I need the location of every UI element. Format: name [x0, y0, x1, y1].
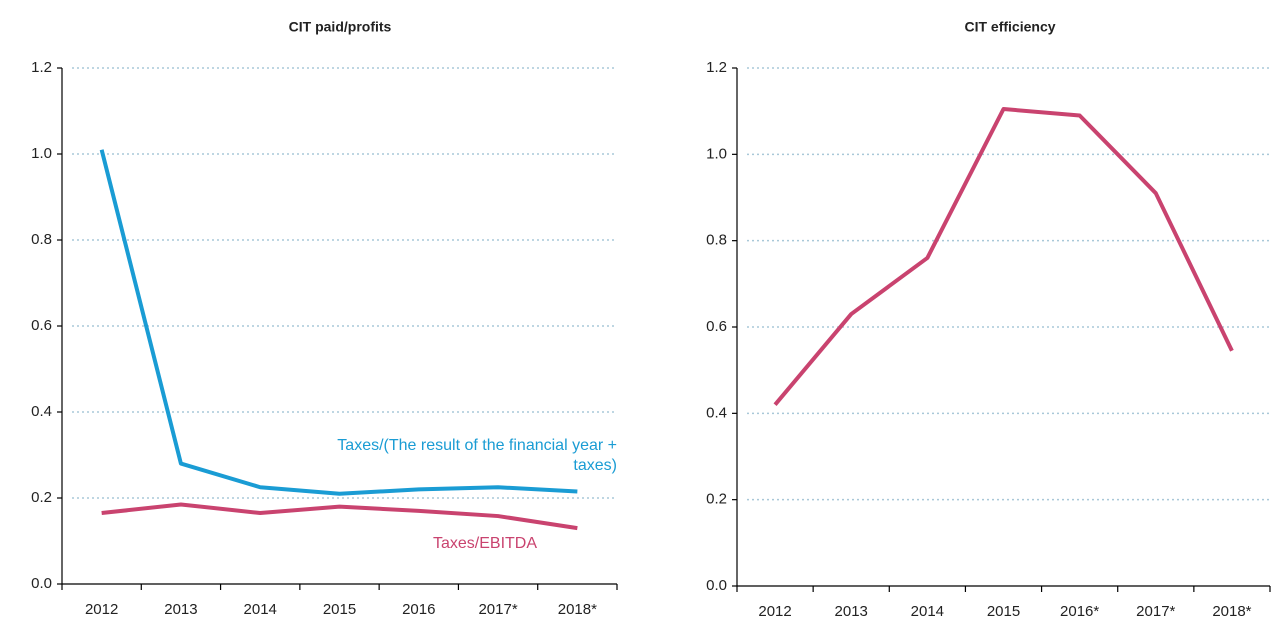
- series-label: Taxes/EBITDA: [432, 535, 538, 552]
- y-tick-label: 0.0: [31, 575, 52, 592]
- line: [101, 502, 578, 531]
- x-tick-label: 2015: [323, 601, 356, 618]
- y-tick-label: 0.0: [706, 577, 727, 594]
- x-tick-label: 2017*: [478, 601, 517, 618]
- y-tick-label: 0.6: [706, 318, 727, 335]
- chart-title: CIT paid/profits: [289, 19, 392, 35]
- y-tick-label: 0.4: [31, 403, 52, 420]
- y-tick-label: 1.2: [706, 59, 727, 76]
- x-tick-label: 2014: [911, 603, 944, 620]
- series-label: Taxes/(The result of the financial year …: [337, 437, 617, 474]
- x-tick-label: 2016: [402, 601, 435, 618]
- chart-title: CIT efficiency: [964, 19, 1055, 35]
- y-tick-label: 0.8: [31, 231, 52, 248]
- x-tick-label: 2012: [85, 601, 118, 618]
- x-tick-label: 2014: [244, 601, 277, 618]
- line: [773, 107, 1234, 406]
- x-tick-label: 2018*: [558, 601, 597, 618]
- x-tick-label: 2015: [987, 603, 1020, 620]
- x-tick-label: 2013: [835, 603, 868, 620]
- y-tick-label: 0.2: [31, 489, 52, 506]
- series-label-box: Taxes/(The result of the financial year …: [337, 437, 617, 474]
- x-tick-label: 2013: [164, 601, 197, 618]
- series-label-box: Taxes/EBITDA: [432, 535, 538, 552]
- y-tick-label: 1.2: [31, 59, 52, 76]
- x-tick-label: 2012: [758, 603, 791, 620]
- y-tick-label: 0.2: [706, 491, 727, 508]
- x-tick-label: 2016*: [1060, 603, 1099, 620]
- y-tick-label: 1.0: [31, 145, 52, 162]
- x-tick-label: 2017*: [1136, 603, 1175, 620]
- line: [99, 149, 578, 496]
- y-tick-label: 0.6: [31, 317, 52, 334]
- x-tick-label: 2018*: [1212, 603, 1251, 620]
- y-tick-label: 0.8: [706, 232, 727, 249]
- y-tick-label: 1.0: [706, 145, 727, 162]
- y-tick-label: 0.4: [706, 404, 727, 421]
